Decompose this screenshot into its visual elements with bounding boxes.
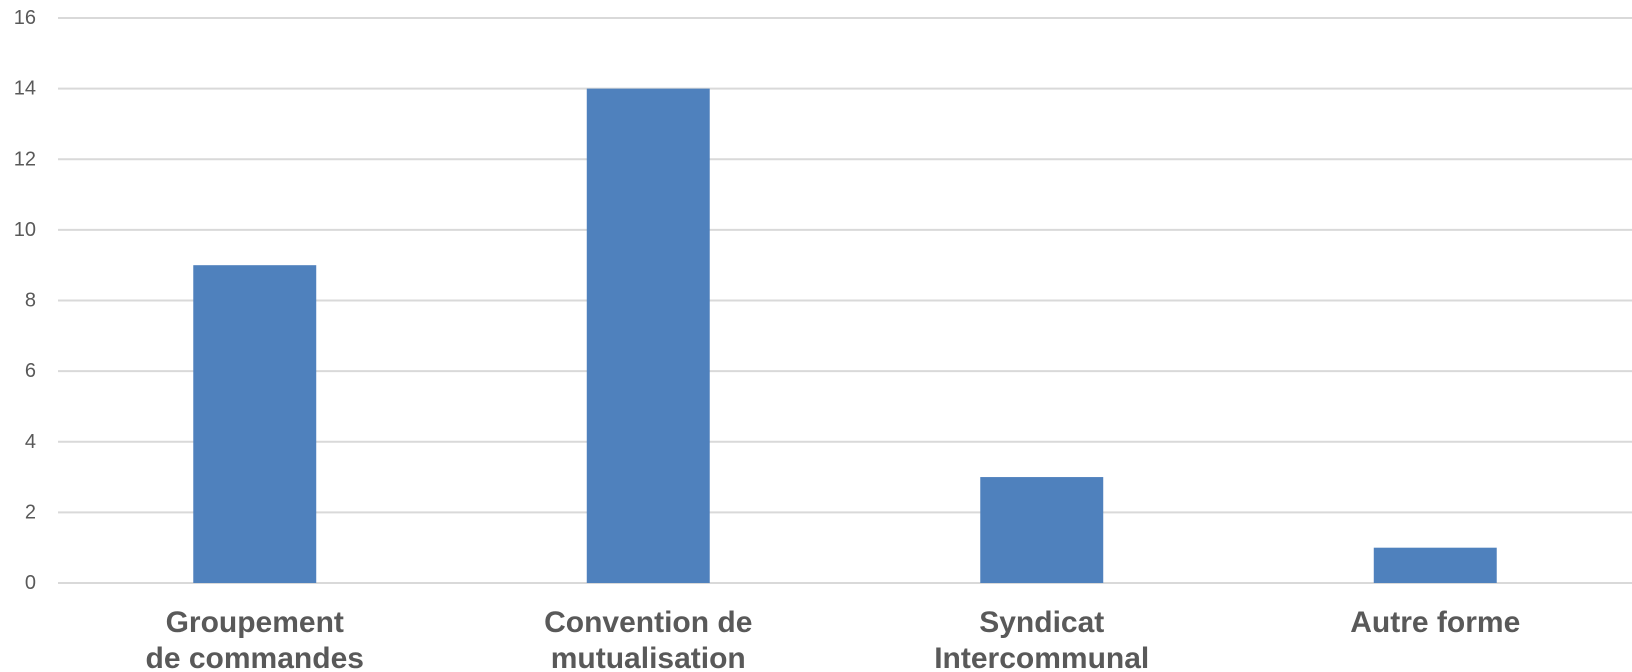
x-category-label-line: Groupement [166, 606, 344, 639]
x-category-label-line: Convention de [544, 606, 752, 639]
x-category-label-line: de commandes [146, 642, 364, 672]
x-category-label: Convention de mutualisation [544, 606, 752, 672]
x-category-label-line: Intercommunal [934, 642, 1149, 672]
x-category-label: Groupement de commandes [146, 606, 364, 672]
y-tick-label: 0 [25, 572, 36, 594]
bar [1373, 547, 1497, 583]
y-tick-label: 16 [14, 7, 36, 29]
y-tick-label: 2 [25, 501, 36, 523]
y-tick-label: 4 [25, 431, 36, 453]
x-axis-category-labels: Groupement de commandes Convention de mutua… [146, 606, 1521, 672]
y-tick-label: 12 [14, 148, 36, 170]
bars [193, 88, 1497, 583]
x-category-label-line: Autre forme [1350, 606, 1520, 639]
bar [193, 265, 317, 583]
bar [980, 477, 1104, 583]
y-tick-label: 8 [25, 290, 36, 312]
y-tick-label: 10 [14, 219, 36, 241]
y-tick-label: 14 [14, 78, 36, 100]
x-category-label-line: mutualisation [551, 642, 746, 672]
gridlines [58, 17, 1632, 584]
x-category-label: Syndicat Intercommunal [934, 606, 1149, 672]
y-axis-tick-labels: 0 2 4 6 8 10 12 14 16 [14, 7, 36, 594]
y-tick-label: 6 [25, 360, 36, 382]
x-category-label-line: Syndicat [979, 606, 1104, 639]
x-category-label: Autre forme [1350, 606, 1520, 639]
bar [586, 88, 710, 583]
